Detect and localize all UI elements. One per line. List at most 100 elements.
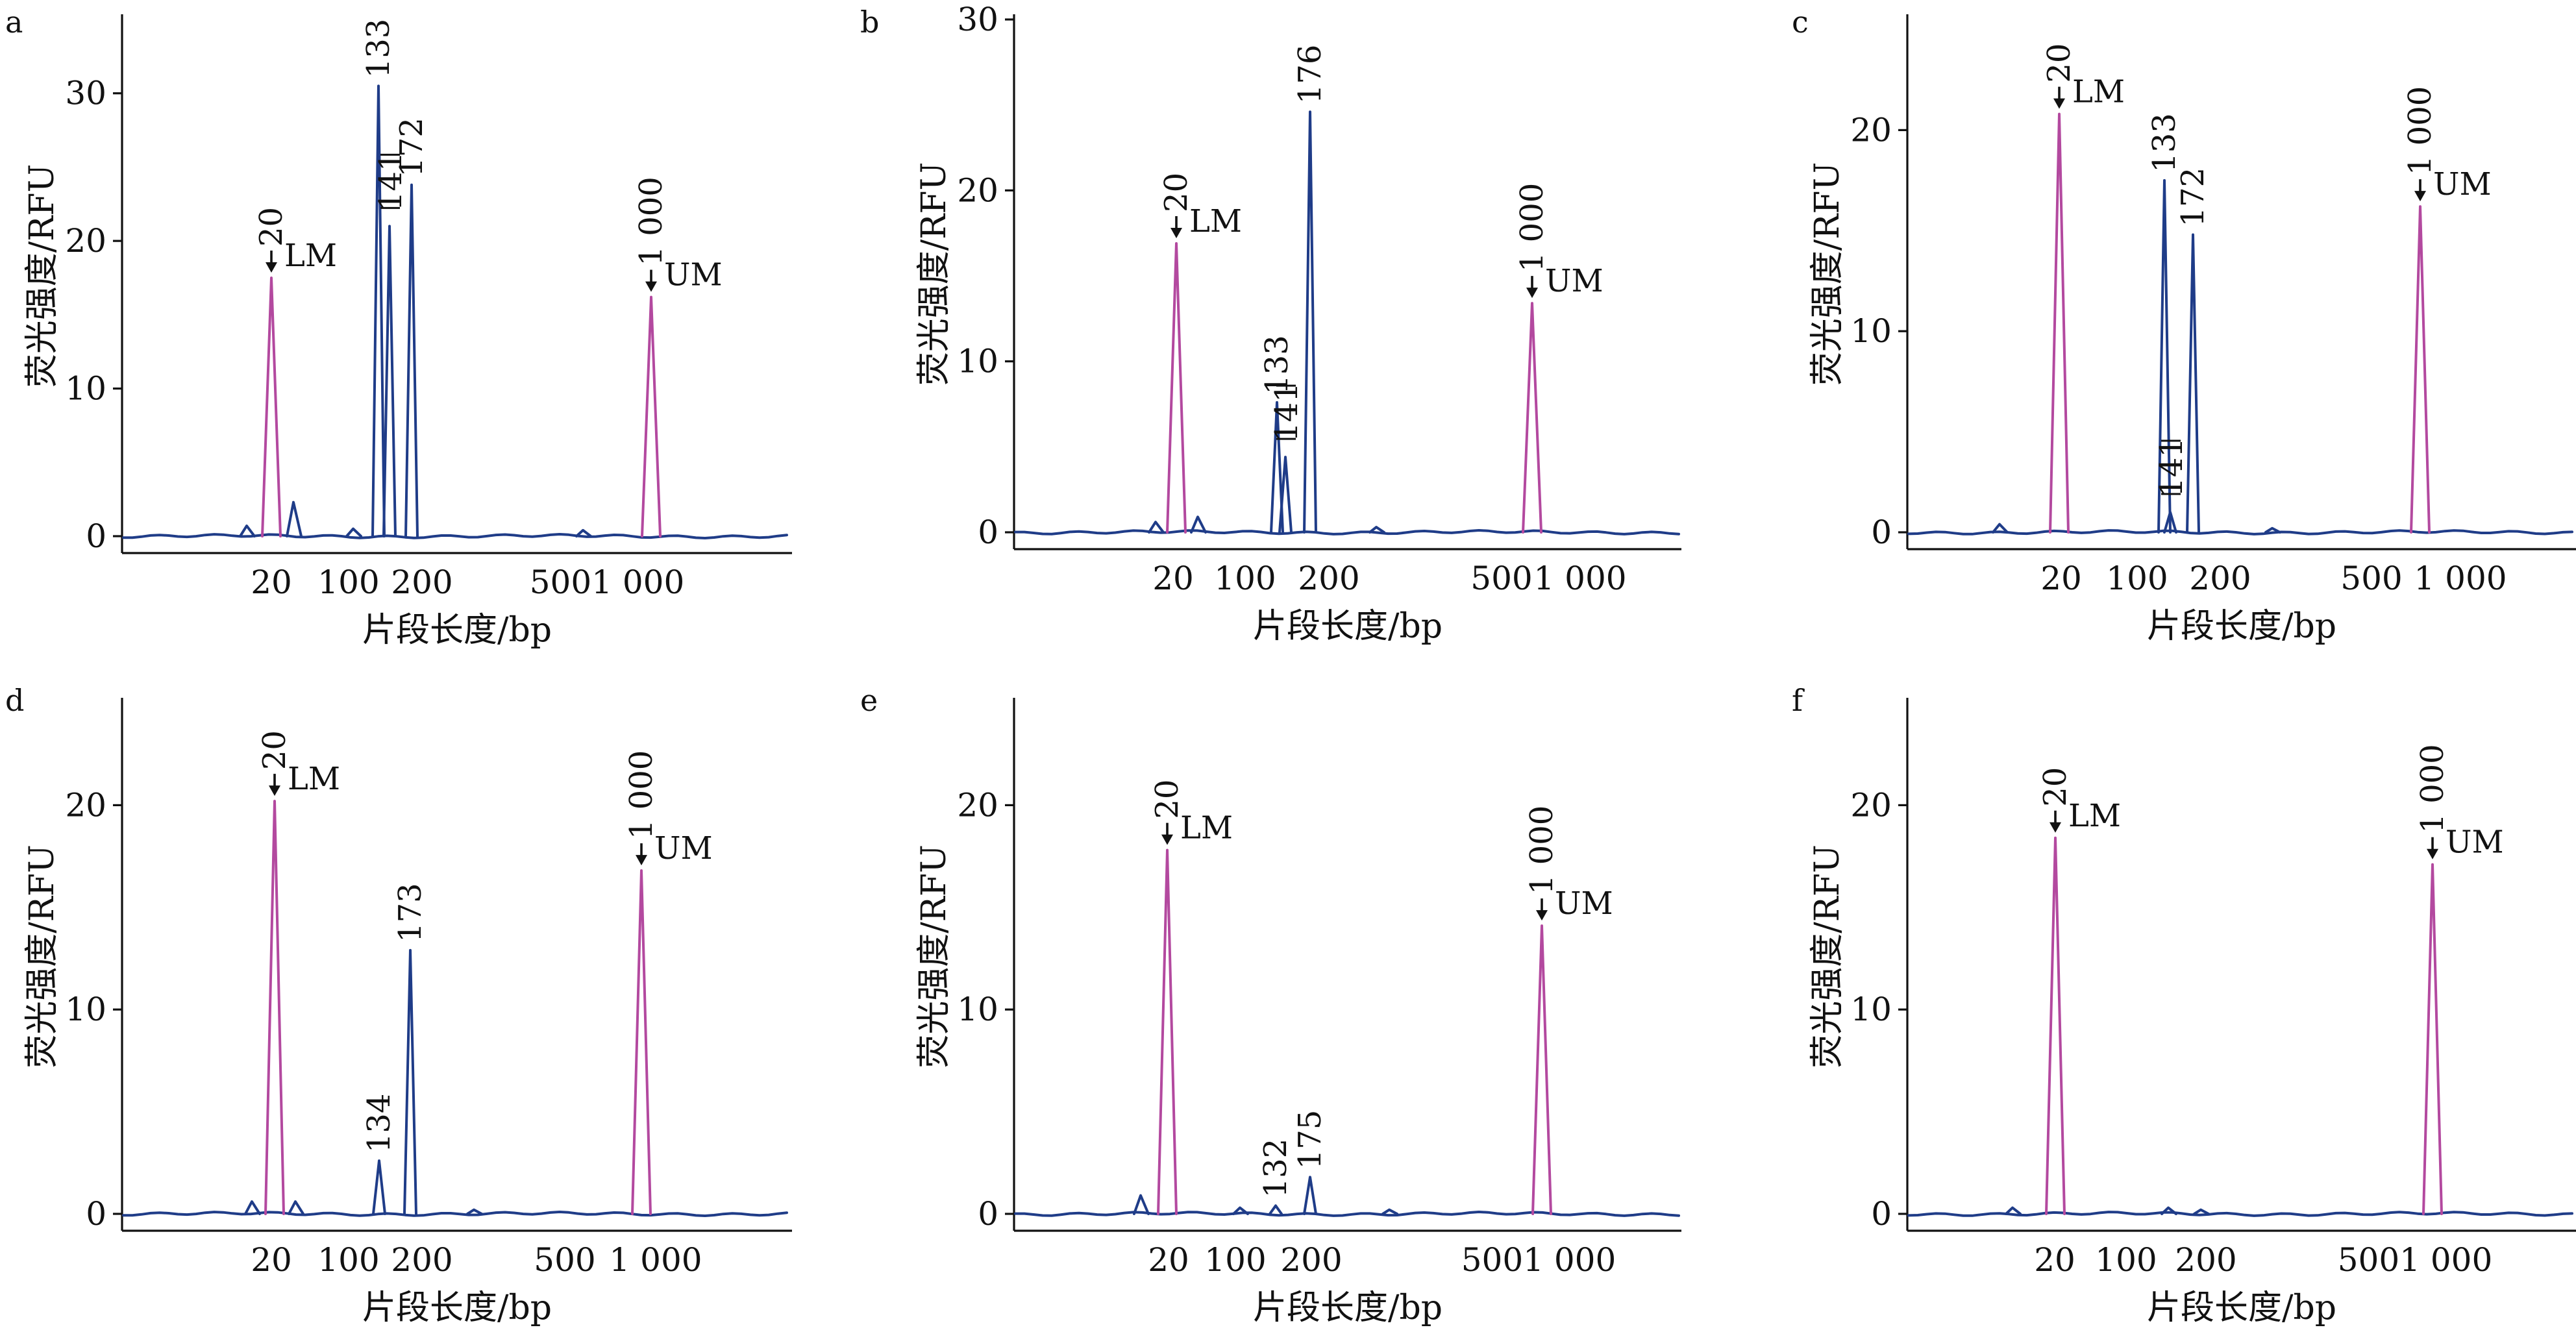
peak-size-label: 20 [2037, 767, 2074, 807]
x-tick-label: 100 [1204, 1241, 1266, 1279]
marker-name-label: UM [664, 257, 723, 293]
y-tick-label: 30 [65, 75, 106, 112]
y-tick-label: 0 [1871, 1195, 1892, 1233]
x-tick-label: 1 000 [609, 1241, 702, 1279]
minor-peak [466, 1208, 483, 1215]
x-tick-label: 1 000 [2414, 560, 2507, 597]
peak-size-label: 20 [253, 207, 290, 247]
peak-size-label: 20 [256, 730, 293, 770]
sample-peak [1270, 401, 1284, 534]
y-tick-label: 10 [1850, 991, 1892, 1028]
marker-peak-um [1531, 924, 1552, 1215]
marker-name-label: LM [284, 238, 337, 274]
baseline-trace [1014, 529, 1680, 536]
x-tick-label: 500 [2340, 560, 2402, 597]
peak-arrow-head [1526, 288, 1538, 299]
peak-arrow-head [636, 855, 647, 866]
marker-name-label: UM [2433, 166, 2492, 203]
x-axis-title: 片段长度/bp [1253, 1289, 1443, 1327]
x-axis-title: 片段长度/bp [362, 611, 552, 650]
peak-size-label: 172 [393, 117, 430, 177]
x-tick-label: 5001 000 [2338, 1241, 2493, 1279]
peak-size-label: 1 000 [2402, 86, 2438, 175]
marker-name-label: LM [2072, 74, 2125, 110]
peak-size-label: 1 000 [2414, 744, 2451, 833]
minor-peak [1992, 523, 2009, 534]
sample-peak [382, 225, 397, 537]
minor-peak [345, 527, 362, 537]
marker-peak-lm [2049, 112, 2070, 534]
sample-peak [403, 948, 417, 1215]
x-tick-label: 20 [251, 1241, 292, 1279]
baseline-trace [122, 533, 788, 539]
y-axis-title: 荧光强度/RFU [1808, 162, 1847, 386]
minor-peak [1232, 1206, 1249, 1215]
y-tick-label: 20 [957, 786, 998, 824]
x-axis-title: 片段长度/bp [1253, 607, 1443, 646]
peak-arrow-head [2427, 848, 2438, 859]
x-tick-label: 1 000 [1533, 560, 1626, 597]
x-tick-label: 200 [1298, 560, 1359, 597]
x-tick-label: 20 [1152, 560, 1194, 597]
peak-size-label: 141 [1269, 382, 1305, 442]
marker-name-label: LM [2068, 798, 2121, 834]
y-tick-label: 10 [65, 991, 106, 1028]
y-tick-label: 0 [1871, 513, 1892, 551]
peak-arrow-head [2414, 191, 2426, 202]
x-tick-label: 100 [317, 1241, 379, 1279]
x-tick-label: 200 [1280, 1241, 1342, 1279]
marker-peak-lm [1157, 848, 1178, 1215]
minor-peak [1381, 1208, 1398, 1215]
sample-peak [1269, 1204, 1283, 1215]
peak-size-label: 20 [1158, 173, 1195, 212]
x-tick-label: 5001 000 [1461, 1241, 1616, 1279]
panel-letter: f [1792, 683, 1805, 718]
peak-size-label: 173 [392, 883, 428, 943]
peak-arrow-head [2053, 98, 2065, 109]
y-tick-label: 0 [978, 1195, 998, 1233]
panel-letter: d [5, 683, 24, 718]
peak-arrow-head [1536, 910, 1548, 921]
y-tick-label: 0 [86, 1195, 106, 1233]
sample-peak [2157, 179, 2172, 534]
peak-bracket [380, 153, 400, 209]
minor-peak [1190, 515, 1207, 534]
peak-size-label: 176 [1292, 45, 1328, 105]
marker-peak-lm [1166, 241, 1187, 534]
sample-peak [372, 1159, 386, 1215]
x-tick-label: 20 [2040, 560, 2082, 597]
panel-letter: e [860, 683, 878, 718]
peak-size-label: 132 [1257, 1139, 1294, 1198]
x-tick-label: 200 [2189, 560, 2251, 597]
minor-peak [2161, 1206, 2177, 1215]
marker-name-label: LM [1180, 810, 1233, 846]
baseline-trace [122, 1211, 788, 1217]
y-tick-label: 20 [957, 171, 998, 209]
marker-name-label: UM [654, 830, 713, 867]
minor-peak [2264, 526, 2281, 534]
peak-arrow-head [2050, 822, 2061, 833]
marker-peak-um [2422, 863, 2443, 1215]
y-tick-label: 20 [65, 222, 106, 260]
peak-size-label: 20 [1149, 780, 1185, 819]
sample-peak [371, 84, 386, 537]
x-tick-label: 200 [2175, 1241, 2236, 1279]
peak-size-label: 20 [2041, 43, 2077, 83]
x-axis-title: 片段长度/bp [362, 1289, 552, 1327]
peak-size-label: 133 [360, 19, 397, 79]
peak-size-label: 133 [2146, 113, 2183, 173]
minor-peak [286, 500, 303, 537]
y-tick-label: 20 [1850, 111, 1892, 149]
y-tick-label: 20 [1850, 786, 1892, 824]
minor-peak [1148, 521, 1165, 534]
marker-name-label: LM [1189, 203, 1242, 240]
marker-name-label: UM [1555, 885, 1613, 922]
y-axis-title: 荧光强度/RFU [915, 162, 954, 386]
marker-peak-lm [261, 277, 282, 537]
marker-peak-lm [2045, 836, 2066, 1215]
x-tick-label: 100 [2106, 560, 2168, 597]
